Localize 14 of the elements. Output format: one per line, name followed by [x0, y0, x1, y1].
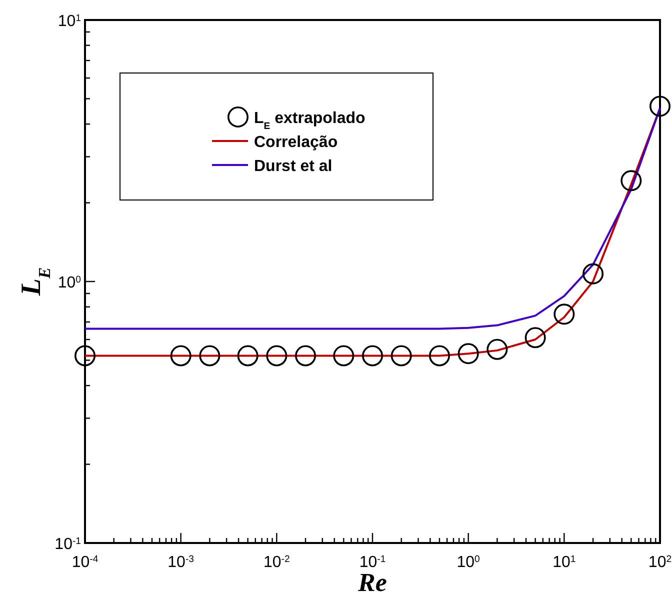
- y-tick-label: 10$^{-1}$: [54, 536, 81, 553]
- x-axis-title: Re: [357, 568, 387, 597]
- legend-label: Correlação: [254, 134, 338, 151]
- legend-label: L$_{E}$ extrapolado: [254, 110, 366, 132]
- x-tick-label: 10$^{0}$: [456, 554, 480, 571]
- x-tick-label: 10$^{1}$: [552, 554, 576, 571]
- x-tick-label: 10$^{-1}$: [359, 554, 386, 571]
- x-tick-label: 10$^{2}$: [648, 554, 672, 571]
- y-tick-label: 10$^{0}$: [58, 274, 81, 292]
- x-tick-label: 10$^{-4}$: [72, 554, 99, 571]
- legend-label: Durst et al: [254, 158, 332, 175]
- x-tick-label: 10$^{-3}$: [168, 554, 194, 571]
- x-tick-label: 10$^{-2}$: [264, 554, 290, 571]
- y-tick-label: 10$^{1}$: [58, 12, 81, 30]
